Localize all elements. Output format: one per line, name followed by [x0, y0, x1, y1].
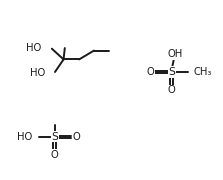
Text: HO: HO — [30, 68, 45, 78]
Text: O: O — [146, 67, 154, 77]
Text: HO: HO — [17, 132, 33, 142]
Text: OH: OH — [167, 49, 183, 59]
Text: S: S — [51, 132, 58, 142]
Text: O: O — [51, 150, 58, 160]
Text: O: O — [72, 132, 80, 142]
Text: O: O — [168, 85, 176, 95]
Text: CH₃: CH₃ — [194, 67, 212, 77]
Text: S: S — [168, 67, 175, 77]
Text: HO: HO — [26, 43, 41, 53]
